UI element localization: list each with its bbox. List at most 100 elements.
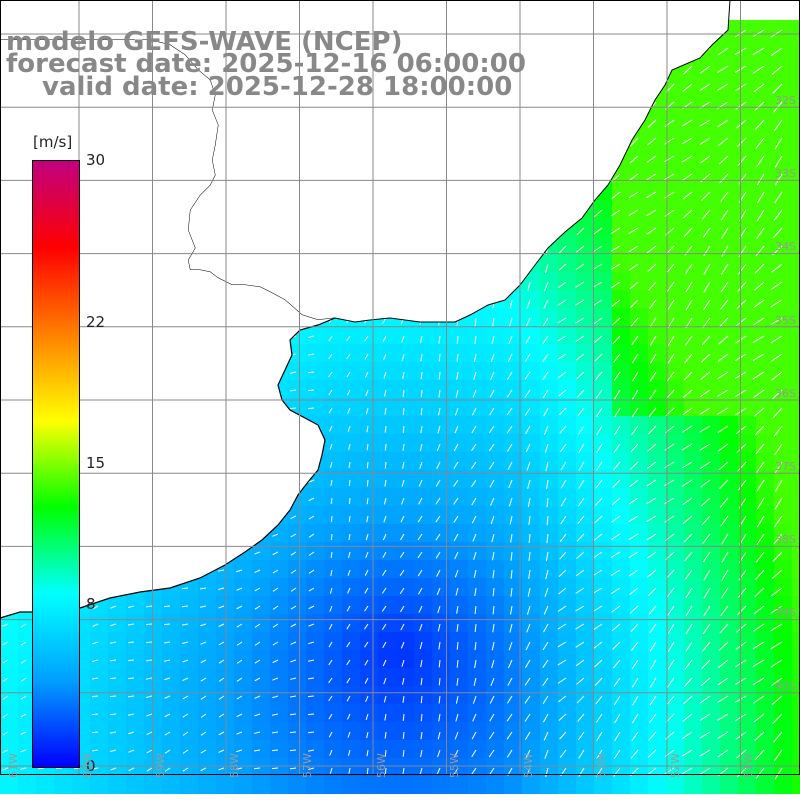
wind-arrow: [420, 353, 423, 362]
wind-cell: [0, 686, 18, 704]
wind-cell: [126, 668, 144, 686]
wind-arrow: [771, 371, 783, 381]
wind-arrow: [366, 749, 369, 757]
wind-arrow: [610, 551, 621, 558]
wind-arrow: [718, 641, 729, 651]
wind-cell: [522, 488, 540, 506]
wind-cell: [594, 452, 612, 470]
wind-arrow: [628, 263, 639, 271]
wind-cell: [612, 560, 630, 578]
wind-cell: [702, 398, 720, 416]
wind-arrow: [577, 497, 585, 507]
wind-cell: [684, 506, 702, 524]
wind-arrow: [438, 407, 441, 416]
wind-arrow: [755, 551, 765, 563]
wind-arrow: [756, 479, 765, 492]
wind-cell: [576, 542, 594, 560]
wind-cell: [666, 272, 684, 290]
wind-cell: [342, 344, 360, 362]
wind-cell: [504, 488, 522, 506]
wind-cell: [306, 506, 324, 524]
wind-cell: [108, 722, 126, 740]
wind-cell: [720, 758, 738, 776]
wind-arrow: [593, 245, 603, 252]
wind-cell: [648, 524, 666, 542]
wind-arrow: [717, 47, 729, 56]
wind-arrow: [770, 335, 783, 344]
wind-arrow: [649, 335, 657, 346]
wind-cell: [648, 398, 666, 416]
wind-cell: [612, 614, 630, 632]
wind-cell: [792, 776, 800, 794]
wind-arrow: [383, 515, 387, 523]
wind-arrow: [575, 569, 585, 577]
wind-cell: [288, 740, 306, 758]
wind-arrow: [399, 551, 405, 559]
wind-cell: [702, 164, 720, 182]
wind-cell: [414, 542, 432, 560]
wind-cell: [450, 722, 468, 740]
wind-arrow: [402, 749, 405, 757]
wind-cell: [270, 542, 288, 560]
wind-cell: [342, 416, 360, 434]
wind-arrow: [418, 605, 423, 613]
wind-arrow: [557, 335, 567, 342]
wind-arrow: [164, 731, 171, 736]
wind-cell: [720, 182, 738, 200]
wind-cell: [648, 182, 666, 200]
wind-arrow: [163, 623, 171, 626]
wind-arrow: [613, 443, 621, 453]
wind-cell: [180, 614, 198, 632]
wind-arrow: [630, 623, 639, 633]
wind-arrow: [419, 335, 423, 344]
wind-cell: [180, 650, 198, 668]
wind-cell: [432, 452, 450, 470]
wind-arrow: [681, 767, 693, 775]
wind-arrow: [401, 479, 405, 487]
wind-arrow: [506, 425, 513, 434]
wind-arrow: [752, 353, 765, 362]
wind-arrow: [559, 425, 567, 434]
wind-arrow: [308, 605, 315, 610]
wind-cell: [756, 452, 774, 470]
wind-arrow: [575, 587, 585, 594]
wind-cell: [576, 614, 594, 632]
wind-cell: [486, 704, 504, 722]
wind-arrow: [755, 569, 765, 580]
wind-arrow: [347, 407, 351, 414]
wind-arrow: [575, 623, 585, 630]
wind-arrow: [456, 371, 459, 380]
wind-arrow: [419, 461, 423, 469]
wind-cell: [342, 560, 360, 578]
wind-arrow: [558, 587, 567, 595]
wind-cell: [522, 398, 540, 416]
wind-cell: [378, 488, 396, 506]
wind-cell: [468, 578, 486, 596]
wind-arrow: [700, 497, 711, 507]
wind-cell: [504, 380, 522, 398]
wind-arrow: [348, 479, 351, 487]
wind-arrow: [649, 389, 657, 400]
wind-arrow: [488, 443, 495, 452]
wind-cell: [756, 344, 774, 362]
wind-cell: [504, 470, 522, 488]
wind-cell: [792, 236, 800, 254]
wind-cell: [720, 596, 738, 614]
wind-arrow: [453, 497, 459, 505]
wind-cell: [774, 164, 792, 182]
wind-arrow: [456, 641, 459, 650]
wind-cell: [612, 218, 630, 236]
wind-arrow: [146, 677, 153, 680]
wind-arrow: [664, 515, 675, 523]
wind-arrow: [682, 191, 693, 200]
wind-cell: [342, 614, 360, 632]
wind-cell: [522, 704, 540, 722]
wind-cell: [684, 128, 702, 146]
wind-arrow: [289, 389, 297, 392]
wind-cell: [450, 560, 468, 578]
wind-cell: [666, 614, 684, 632]
wind-cell: [630, 272, 648, 290]
wind-cell: [720, 398, 738, 416]
wind-arrow: [577, 713, 585, 722]
wind-arrow: [271, 731, 279, 734]
